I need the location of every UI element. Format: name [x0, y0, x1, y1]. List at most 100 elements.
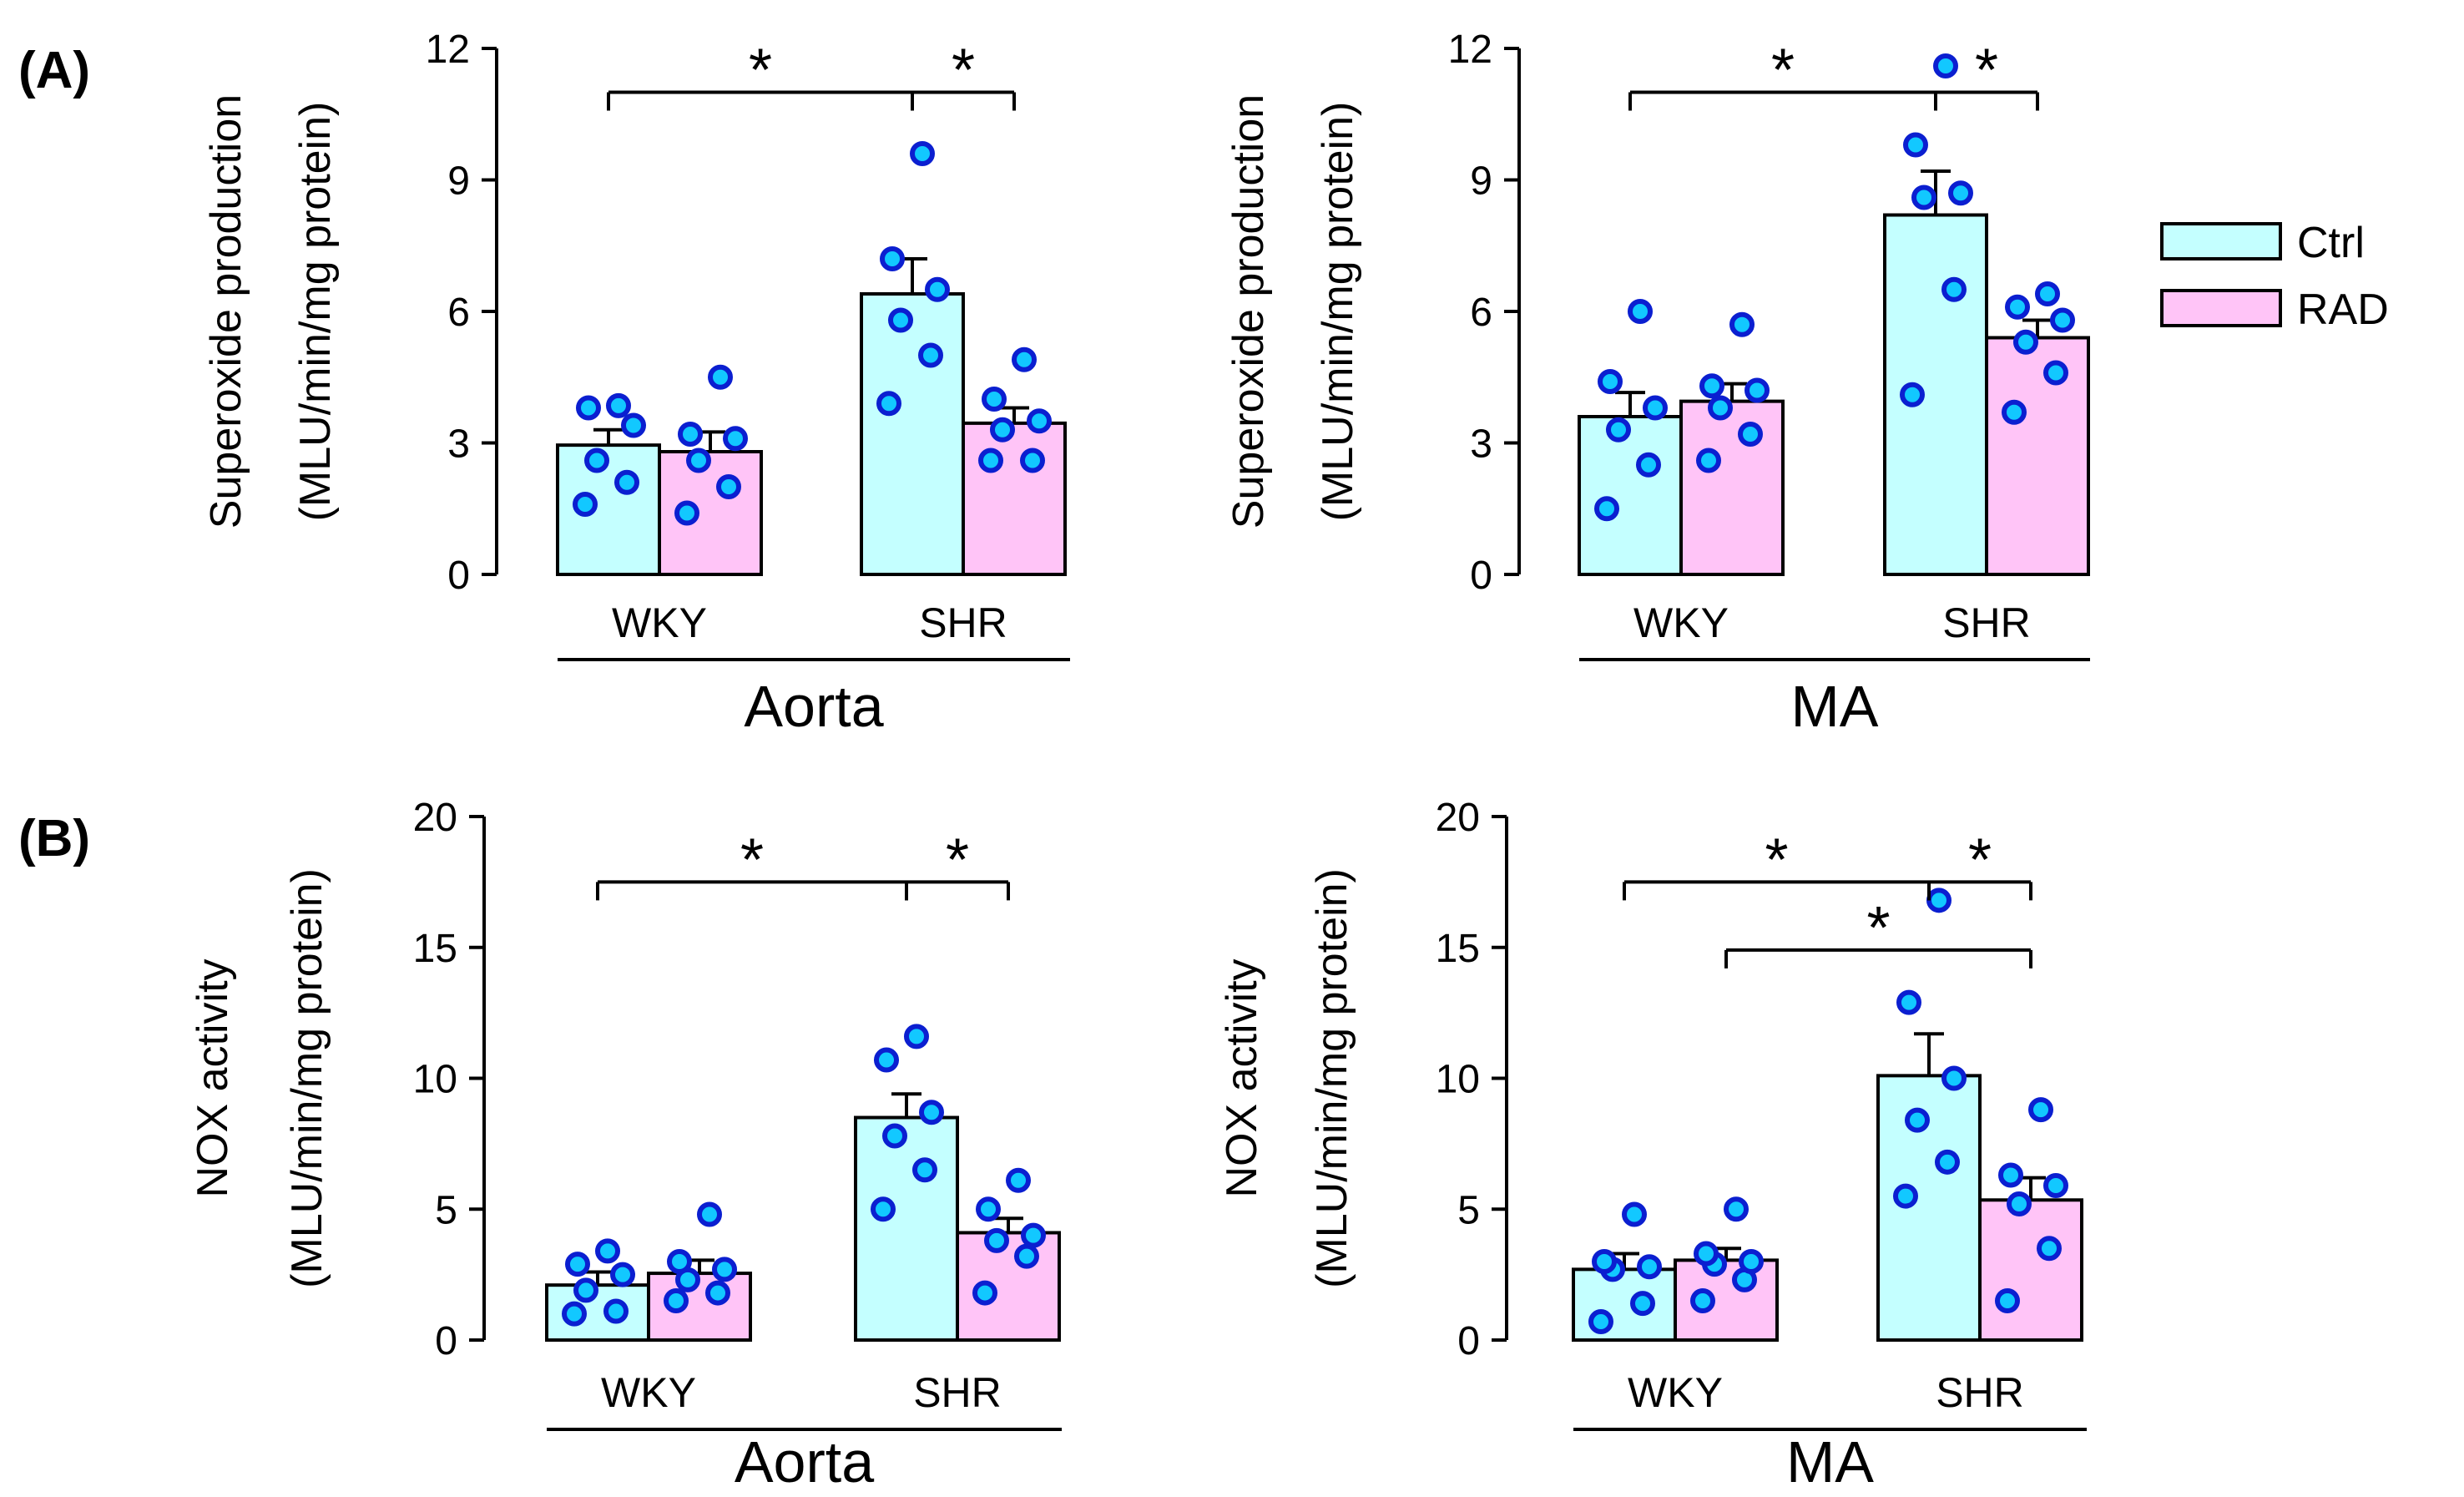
y-axis-unit: (MLU/min/mg protein)	[1314, 102, 1362, 522]
bar-shr-ctrl	[1876, 1074, 1982, 1342]
bar-shr-rad	[1978, 1198, 2083, 1342]
chart-a-ma: 0 3 6 9 12 Superoxide production (MLU/min/mg p…	[1224, 28, 2090, 739]
data-point	[1935, 1149, 1960, 1175]
y-axis-label: Superoxide production	[202, 94, 250, 529]
y-tick-label: 6	[447, 291, 470, 335]
legend-swatch-rad	[2160, 289, 2282, 327]
data-point	[1696, 448, 1721, 473]
significance-marker: *	[1765, 827, 1788, 893]
y-tick-label: 10	[1436, 1058, 1480, 1102]
y-tick-label: 0	[1470, 554, 1492, 598]
y-tick-label: 3	[447, 422, 470, 467]
y-tick-label: 9	[447, 159, 470, 204]
data-point	[1636, 452, 1661, 478]
y-tick-label: 12	[426, 28, 470, 72]
data-point	[1905, 1107, 1930, 1133]
data-point	[912, 1157, 937, 1183]
data-point	[1592, 1248, 1617, 1274]
tissue-label: MA	[1791, 674, 1879, 739]
data-point	[904, 1024, 929, 1049]
y-axis-label: NOX activity	[189, 958, 237, 1197]
data-point	[1744, 377, 1770, 403]
data-point	[1911, 185, 1936, 210]
y-tick-label: 20	[1436, 796, 1480, 840]
y-axis-unit: (MLU/min/mg protein)	[291, 102, 340, 522]
data-point	[919, 1100, 944, 1125]
data-point	[584, 448, 609, 473]
bar-wky-ctrl	[1578, 415, 1683, 576]
data-point	[678, 422, 703, 447]
data-point	[2028, 1097, 2053, 1123]
data-point	[990, 417, 1015, 443]
data-point	[1598, 369, 1623, 394]
data-point	[1606, 417, 1631, 443]
y-tick-label: 5	[1457, 1188, 1480, 1232]
data-point	[2005, 294, 2030, 320]
significance-marker: *	[952, 38, 975, 104]
data-point	[1012, 346, 1037, 372]
data-point	[2007, 1191, 2032, 1216]
data-point	[1694, 1241, 1719, 1267]
y-axis-label: NOX activity	[1218, 958, 1266, 1197]
data-point	[2013, 329, 2038, 355]
data-point	[2002, 399, 2027, 425]
data-point	[2037, 1236, 2062, 1262]
data-point	[1896, 989, 1921, 1015]
category-label-wky: WKY	[601, 1369, 696, 1416]
data-point	[667, 1248, 692, 1274]
data-point	[1995, 1287, 2020, 1313]
bar-wky-ctrl	[1572, 1267, 1677, 1342]
panel-label-b: (B)	[18, 810, 90, 867]
data-point	[712, 1257, 737, 1282]
data-point	[1724, 1196, 1749, 1222]
significance-marker: *	[1975, 38, 1998, 104]
data-point	[925, 276, 950, 302]
y-tick-label: 12	[1448, 28, 1492, 72]
data-point	[674, 500, 699, 526]
data-point	[603, 1298, 629, 1324]
data-point	[705, 1280, 730, 1306]
bar-shr-rad	[1985, 336, 2090, 576]
data-point	[1588, 1309, 1613, 1335]
chart-b-aorta: 0 5 10 15 20 NOX activity (MLU/min/mg protein)…	[189, 796, 1062, 1494]
data-point	[2043, 360, 2068, 386]
data-point	[910, 141, 935, 166]
legend-label-ctrl: Ctrl	[2297, 219, 2365, 267]
data-point	[1933, 53, 1958, 78]
bar-shr-ctrl	[854, 1115, 959, 1343]
bar-wky-rad	[1679, 399, 1785, 576]
data-point	[1637, 1254, 1662, 1280]
data-point	[2035, 281, 2060, 306]
tissue-label: Aorta	[735, 1429, 874, 1494]
data-point	[1699, 373, 1724, 399]
significance-marker: *	[946, 827, 969, 893]
data-point	[978, 448, 1003, 473]
data-point	[2043, 1173, 2068, 1199]
category-label-shr: SHR	[919, 599, 1007, 646]
category-label-wky: WKY	[1633, 599, 1729, 646]
bar-shr-ctrl	[860, 292, 965, 576]
y-tick-label: 6	[1470, 291, 1492, 335]
tissue-label: MA	[1786, 1429, 1874, 1494]
data-point	[882, 1123, 907, 1149]
y-tick-label: 9	[1470, 159, 1492, 204]
y-tick-label: 20	[413, 796, 457, 840]
y-axis-label: Superoxide production	[1224, 94, 1273, 529]
data-point	[1594, 496, 1619, 522]
data-point	[1027, 408, 1052, 434]
category-label-shr: SHR	[1942, 599, 2031, 646]
data-point	[664, 1287, 689, 1313]
data-point	[576, 395, 601, 421]
y-tick-label: 0	[435, 1319, 457, 1363]
data-point	[1643, 395, 1668, 421]
data-point	[1893, 1183, 1918, 1209]
tissue-label: Aorta	[744, 674, 883, 739]
data-point	[876, 391, 901, 417]
data-point	[880, 246, 905, 271]
data-point	[573, 492, 598, 517]
data-point	[1941, 276, 1967, 302]
data-point	[918, 342, 943, 368]
data-point	[1903, 132, 1928, 158]
data-point	[1926, 888, 1952, 913]
